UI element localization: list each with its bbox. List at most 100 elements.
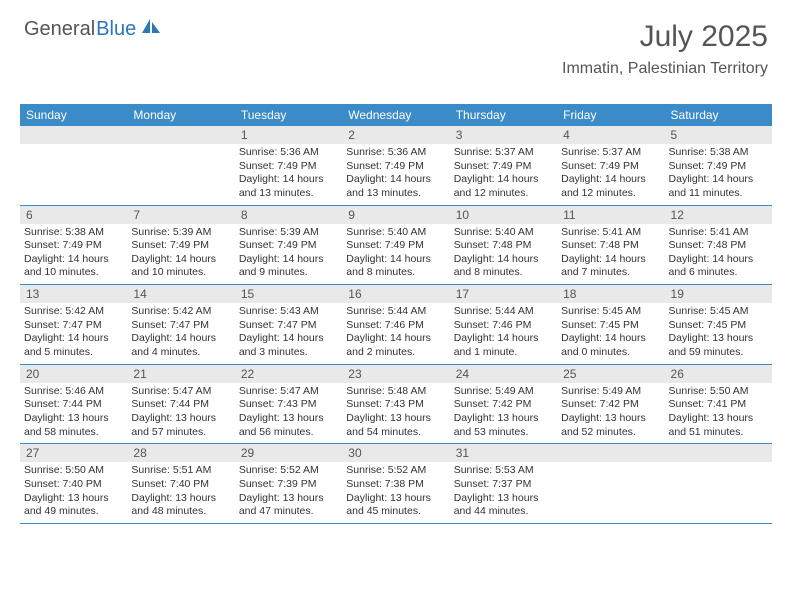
daylight-text: Daylight: 13 hours and 51 minutes. (669, 412, 768, 439)
sunset-text: Sunset: 7:40 PM (131, 478, 230, 492)
day-info: Sunrise: 5:45 AMSunset: 7:45 PMDaylight:… (665, 303, 772, 364)
day-info: Sunrise: 5:50 AMSunset: 7:41 PMDaylight:… (665, 383, 772, 444)
day-number: 26 (665, 365, 772, 383)
day-cell: 27Sunrise: 5:50 AMSunset: 7:40 PMDayligh… (20, 444, 127, 523)
day-number: 11 (557, 206, 664, 224)
daylight-text: Daylight: 14 hours and 12 minutes. (561, 173, 660, 200)
day-number: 5 (665, 126, 772, 144)
day-info: Sunrise: 5:37 AMSunset: 7:49 PMDaylight:… (450, 144, 557, 205)
sunrise-text: Sunrise: 5:40 AM (454, 226, 553, 240)
day-number: 10 (450, 206, 557, 224)
sunrise-text: Sunrise: 5:36 AM (239, 146, 338, 160)
day-number: 17 (450, 285, 557, 303)
day-info: Sunrise: 5:53 AMSunset: 7:37 PMDaylight:… (450, 462, 557, 523)
week-row: 1Sunrise: 5:36 AMSunset: 7:49 PMDaylight… (20, 126, 772, 206)
daylight-text: Daylight: 13 hours and 47 minutes. (239, 492, 338, 519)
sunset-text: Sunset: 7:49 PM (346, 160, 445, 174)
daylight-text: Daylight: 13 hours and 53 minutes. (454, 412, 553, 439)
day-cell: 19Sunrise: 5:45 AMSunset: 7:45 PMDayligh… (665, 285, 772, 364)
day-number: 3 (450, 126, 557, 144)
sunrise-text: Sunrise: 5:38 AM (24, 226, 123, 240)
day-cell: 29Sunrise: 5:52 AMSunset: 7:39 PMDayligh… (235, 444, 342, 523)
sunset-text: Sunset: 7:40 PM (24, 478, 123, 492)
day-info: Sunrise: 5:41 AMSunset: 7:48 PMDaylight:… (665, 224, 772, 285)
day-cell: 16Sunrise: 5:44 AMSunset: 7:46 PMDayligh… (342, 285, 449, 364)
sunrise-text: Sunrise: 5:36 AM (346, 146, 445, 160)
daylight-text: Daylight: 14 hours and 12 minutes. (454, 173, 553, 200)
day-info: Sunrise: 5:49 AMSunset: 7:42 PMDaylight:… (557, 383, 664, 444)
day-info: Sunrise: 5:47 AMSunset: 7:43 PMDaylight:… (235, 383, 342, 444)
day-number: 20 (20, 365, 127, 383)
day-cell: 21Sunrise: 5:47 AMSunset: 7:44 PMDayligh… (127, 365, 234, 444)
day-number: 30 (342, 444, 449, 462)
sunset-text: Sunset: 7:43 PM (239, 398, 338, 412)
day-info: Sunrise: 5:40 AMSunset: 7:48 PMDaylight:… (450, 224, 557, 285)
daylight-text: Daylight: 14 hours and 7 minutes. (561, 253, 660, 280)
day-info: Sunrise: 5:48 AMSunset: 7:43 PMDaylight:… (342, 383, 449, 444)
sunrise-text: Sunrise: 5:50 AM (24, 464, 123, 478)
sunset-text: Sunset: 7:46 PM (454, 319, 553, 333)
day-cell: 17 Sunrise: 5:44 AMSunset: 7:46 PMDayligh… (450, 285, 557, 364)
day-info: Sunrise: 5:45 AMSunset: 7:45 PMDaylight:… (557, 303, 664, 364)
sunrise-text: Sunrise: 5:45 AM (561, 305, 660, 319)
sunrise-text: Sunrise: 5:50 AM (669, 385, 768, 399)
daylight-text: Daylight: 14 hours and 1 minute. (454, 332, 553, 359)
sunrise-text: Sunrise: 5:44 AM (346, 305, 445, 319)
sunrise-text: Sunrise: 5:37 AM (454, 146, 553, 160)
day-cell: 15Sunrise: 5:43 AMSunset: 7:47 PMDayligh… (235, 285, 342, 364)
day-info: Sunrise: 5:42 AMSunset: 7:47 PMDaylight:… (20, 303, 127, 364)
sunrise-text: Sunrise: 5:42 AM (131, 305, 230, 319)
month-title: July 2025 (562, 20, 768, 54)
week-row: 20Sunrise: 5:46 AMSunset: 7:44 PMDayligh… (20, 365, 772, 445)
day-cell: 13Sunrise: 5:42 AMSunset: 7:47 PMDayligh… (20, 285, 127, 364)
day-info: Sunrise: 5:37 AMSunset: 7:49 PMDaylight:… (557, 144, 664, 205)
sunset-text: Sunset: 7:49 PM (239, 239, 338, 253)
day-header: Sunday (20, 104, 127, 126)
sunrise-text: Sunrise: 5:42 AM (24, 305, 123, 319)
day-cell: 24Sunrise: 5:49 AMSunset: 7:42 PMDayligh… (450, 365, 557, 444)
daylight-text: Daylight: 14 hours and 4 minutes. (131, 332, 230, 359)
day-header: Monday (127, 104, 234, 126)
daylight-text: Daylight: 13 hours and 58 minutes. (24, 412, 123, 439)
empty-cell (665, 444, 772, 523)
day-number: 25 (557, 365, 664, 383)
day-info: Sunrise: 5:43 AMSunset: 7:47 PMDaylight:… (235, 303, 342, 364)
day-number: 23 (342, 365, 449, 383)
day-number: 6 (20, 206, 127, 224)
week-row: 6Sunrise: 5:38 AMSunset: 7:49 PMDaylight… (20, 206, 772, 286)
sunrise-text: Sunrise: 5:48 AM (346, 385, 445, 399)
day-cell: 3Sunrise: 5:37 AMSunset: 7:49 PMDaylight… (450, 126, 557, 205)
day-number: 24 (450, 365, 557, 383)
day-info: Sunrise: 5:52 AMSunset: 7:39 PMDaylight:… (235, 462, 342, 523)
day-cell: 6Sunrise: 5:38 AMSunset: 7:49 PMDaylight… (20, 206, 127, 285)
day-number: 29 (235, 444, 342, 462)
day-cell: 10Sunrise: 5:40 AMSunset: 7:48 PMDayligh… (450, 206, 557, 285)
calendar: SundayMondayTuesdayWednesdayThursdayFrid… (20, 104, 772, 524)
daylight-text: Daylight: 14 hours and 0 minutes. (561, 332, 660, 359)
sunset-text: Sunset: 7:44 PM (131, 398, 230, 412)
day-number: 1 (235, 126, 342, 144)
sunrise-text: Sunrise: 5:41 AM (561, 226, 660, 240)
daylight-text: Daylight: 13 hours and 57 minutes. (131, 412, 230, 439)
day-cell: 1Sunrise: 5:36 AMSunset: 7:49 PMDaylight… (235, 126, 342, 205)
daylight-text: Daylight: 14 hours and 8 minutes. (346, 253, 445, 280)
sunset-text: Sunset: 7:49 PM (669, 160, 768, 174)
day-number: 28 (127, 444, 234, 462)
sunrise-text: Sunrise: 5:44 AM (454, 305, 553, 319)
empty-num-bar (665, 444, 772, 462)
day-info: Sunrise: 5:40 AMSunset: 7:49 PMDaylight:… (342, 224, 449, 285)
day-cell: 11Sunrise: 5:41 AMSunset: 7:48 PMDayligh… (557, 206, 664, 285)
sunrise-text: Sunrise: 5:39 AM (131, 226, 230, 240)
sunset-text: Sunset: 7:41 PM (669, 398, 768, 412)
day-cell: 31Sunrise: 5:53 AMSunset: 7:37 PMDayligh… (450, 444, 557, 523)
day-info: Sunrise: 5:47 AMSunset: 7:44 PMDaylight:… (127, 383, 234, 444)
daylight-text: Daylight: 14 hours and 11 minutes. (669, 173, 768, 200)
sunset-text: Sunset: 7:42 PM (454, 398, 553, 412)
day-info: Sunrise: 5:50 AMSunset: 7:40 PMDaylight:… (20, 462, 127, 523)
day-info: Sunrise: 5:38 AMSunset: 7:49 PMDaylight:… (20, 224, 127, 285)
sunrise-text: Sunrise: 5:47 AM (131, 385, 230, 399)
day-number: 16 (342, 285, 449, 303)
sunset-text: Sunset: 7:39 PM (239, 478, 338, 492)
daylight-text: Daylight: 14 hours and 9 minutes. (239, 253, 338, 280)
sunset-text: Sunset: 7:43 PM (346, 398, 445, 412)
